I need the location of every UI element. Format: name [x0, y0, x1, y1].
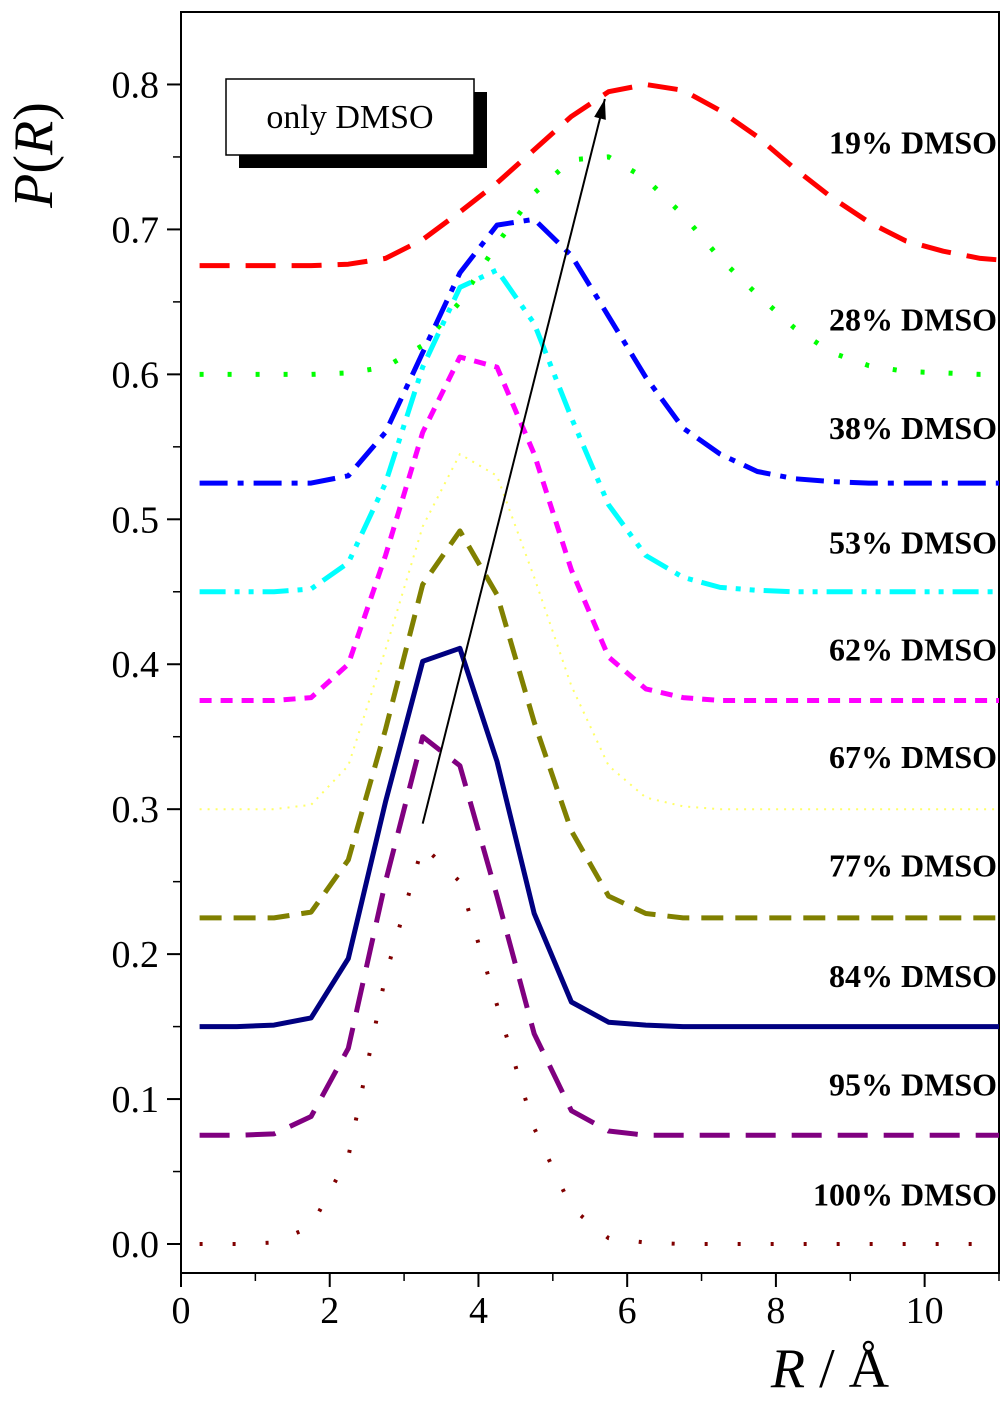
- x-tick-label: 6: [618, 1290, 637, 1332]
- y-tick-label: 0.6: [112, 354, 160, 396]
- y-tick-label: 0.5: [112, 499, 160, 541]
- series-line-95-dmso: [199, 734, 999, 1138]
- x-tick-label: 10: [906, 1290, 944, 1332]
- arrow-shaft: [421, 98, 606, 824]
- y-tick-label: 0.2: [112, 934, 160, 976]
- series-line-19-dmso: [199, 82, 1000, 269]
- series-line-100-dmso: [199, 843, 999, 1246]
- series-label: 95% DMSO: [829, 1067, 997, 1103]
- series-line-53-dmso: [199, 267, 999, 595]
- series-label: 62% DMSO: [829, 632, 997, 668]
- x-axis-ticks: 0 2 4 6 8 10: [172, 1273, 1000, 1332]
- series-labels: 19% DMSO 28% DMSO 38% DMSO 53% DMSO 62% DMSO…: [813, 124, 997, 1212]
- y-axis-title: P(R): [3, 102, 65, 209]
- series-label: 100% DMSO: [813, 1177, 997, 1213]
- plot-frame: [180, 11, 1000, 1274]
- series-line-84-dmso: [199, 645, 999, 1030]
- series-line-77-dmso: [199, 528, 999, 921]
- series-label: 19% DMSO: [829, 124, 997, 160]
- x-tick-label: 4: [469, 1290, 488, 1332]
- legend-box: only DMSO: [225, 78, 487, 168]
- series-label: 67% DMSO: [829, 739, 997, 775]
- plot-border: [180, 11, 1000, 1274]
- series-label: 38% DMSO: [829, 410, 997, 446]
- trend-arrow: [421, 98, 606, 824]
- series-line-38-dmso: [199, 216, 999, 486]
- y-tick-label: 0.8: [112, 64, 160, 106]
- series-line-62-dmso: [199, 354, 999, 703]
- series-line-67-dmso: [199, 453, 999, 811]
- series-line-28-dmso: [199, 154, 999, 377]
- y-tick-label: 0.7: [112, 209, 160, 251]
- series-label: 53% DMSO: [829, 524, 997, 560]
- legend-box-frame: [225, 78, 475, 156]
- y-tick-label: 0.1: [112, 1079, 160, 1121]
- x-axis-title: R / Å: [770, 1338, 890, 1400]
- series-lines: [199, 82, 1000, 1246]
- series-label: 28% DMSO: [829, 301, 997, 337]
- y-tick-label: 0.3: [112, 789, 160, 831]
- x-tick-label: 2: [320, 1290, 339, 1332]
- x-tick-label: 0: [172, 1290, 191, 1332]
- arrow-head: [594, 98, 606, 120]
- series-label: 77% DMSO: [829, 848, 997, 884]
- legend-box-text: only DMSO: [266, 99, 433, 136]
- y-axis-ticks: 0.0 0.1 0.2 0.3 0.4 0.5 0.6 0.7 0.8: [112, 64, 181, 1266]
- y-tick-label: 0.4: [112, 644, 160, 686]
- x-tick-label: 8: [766, 1290, 785, 1332]
- y-tick-label: 0.0: [112, 1224, 160, 1266]
- series-label: 84% DMSO: [829, 958, 997, 994]
